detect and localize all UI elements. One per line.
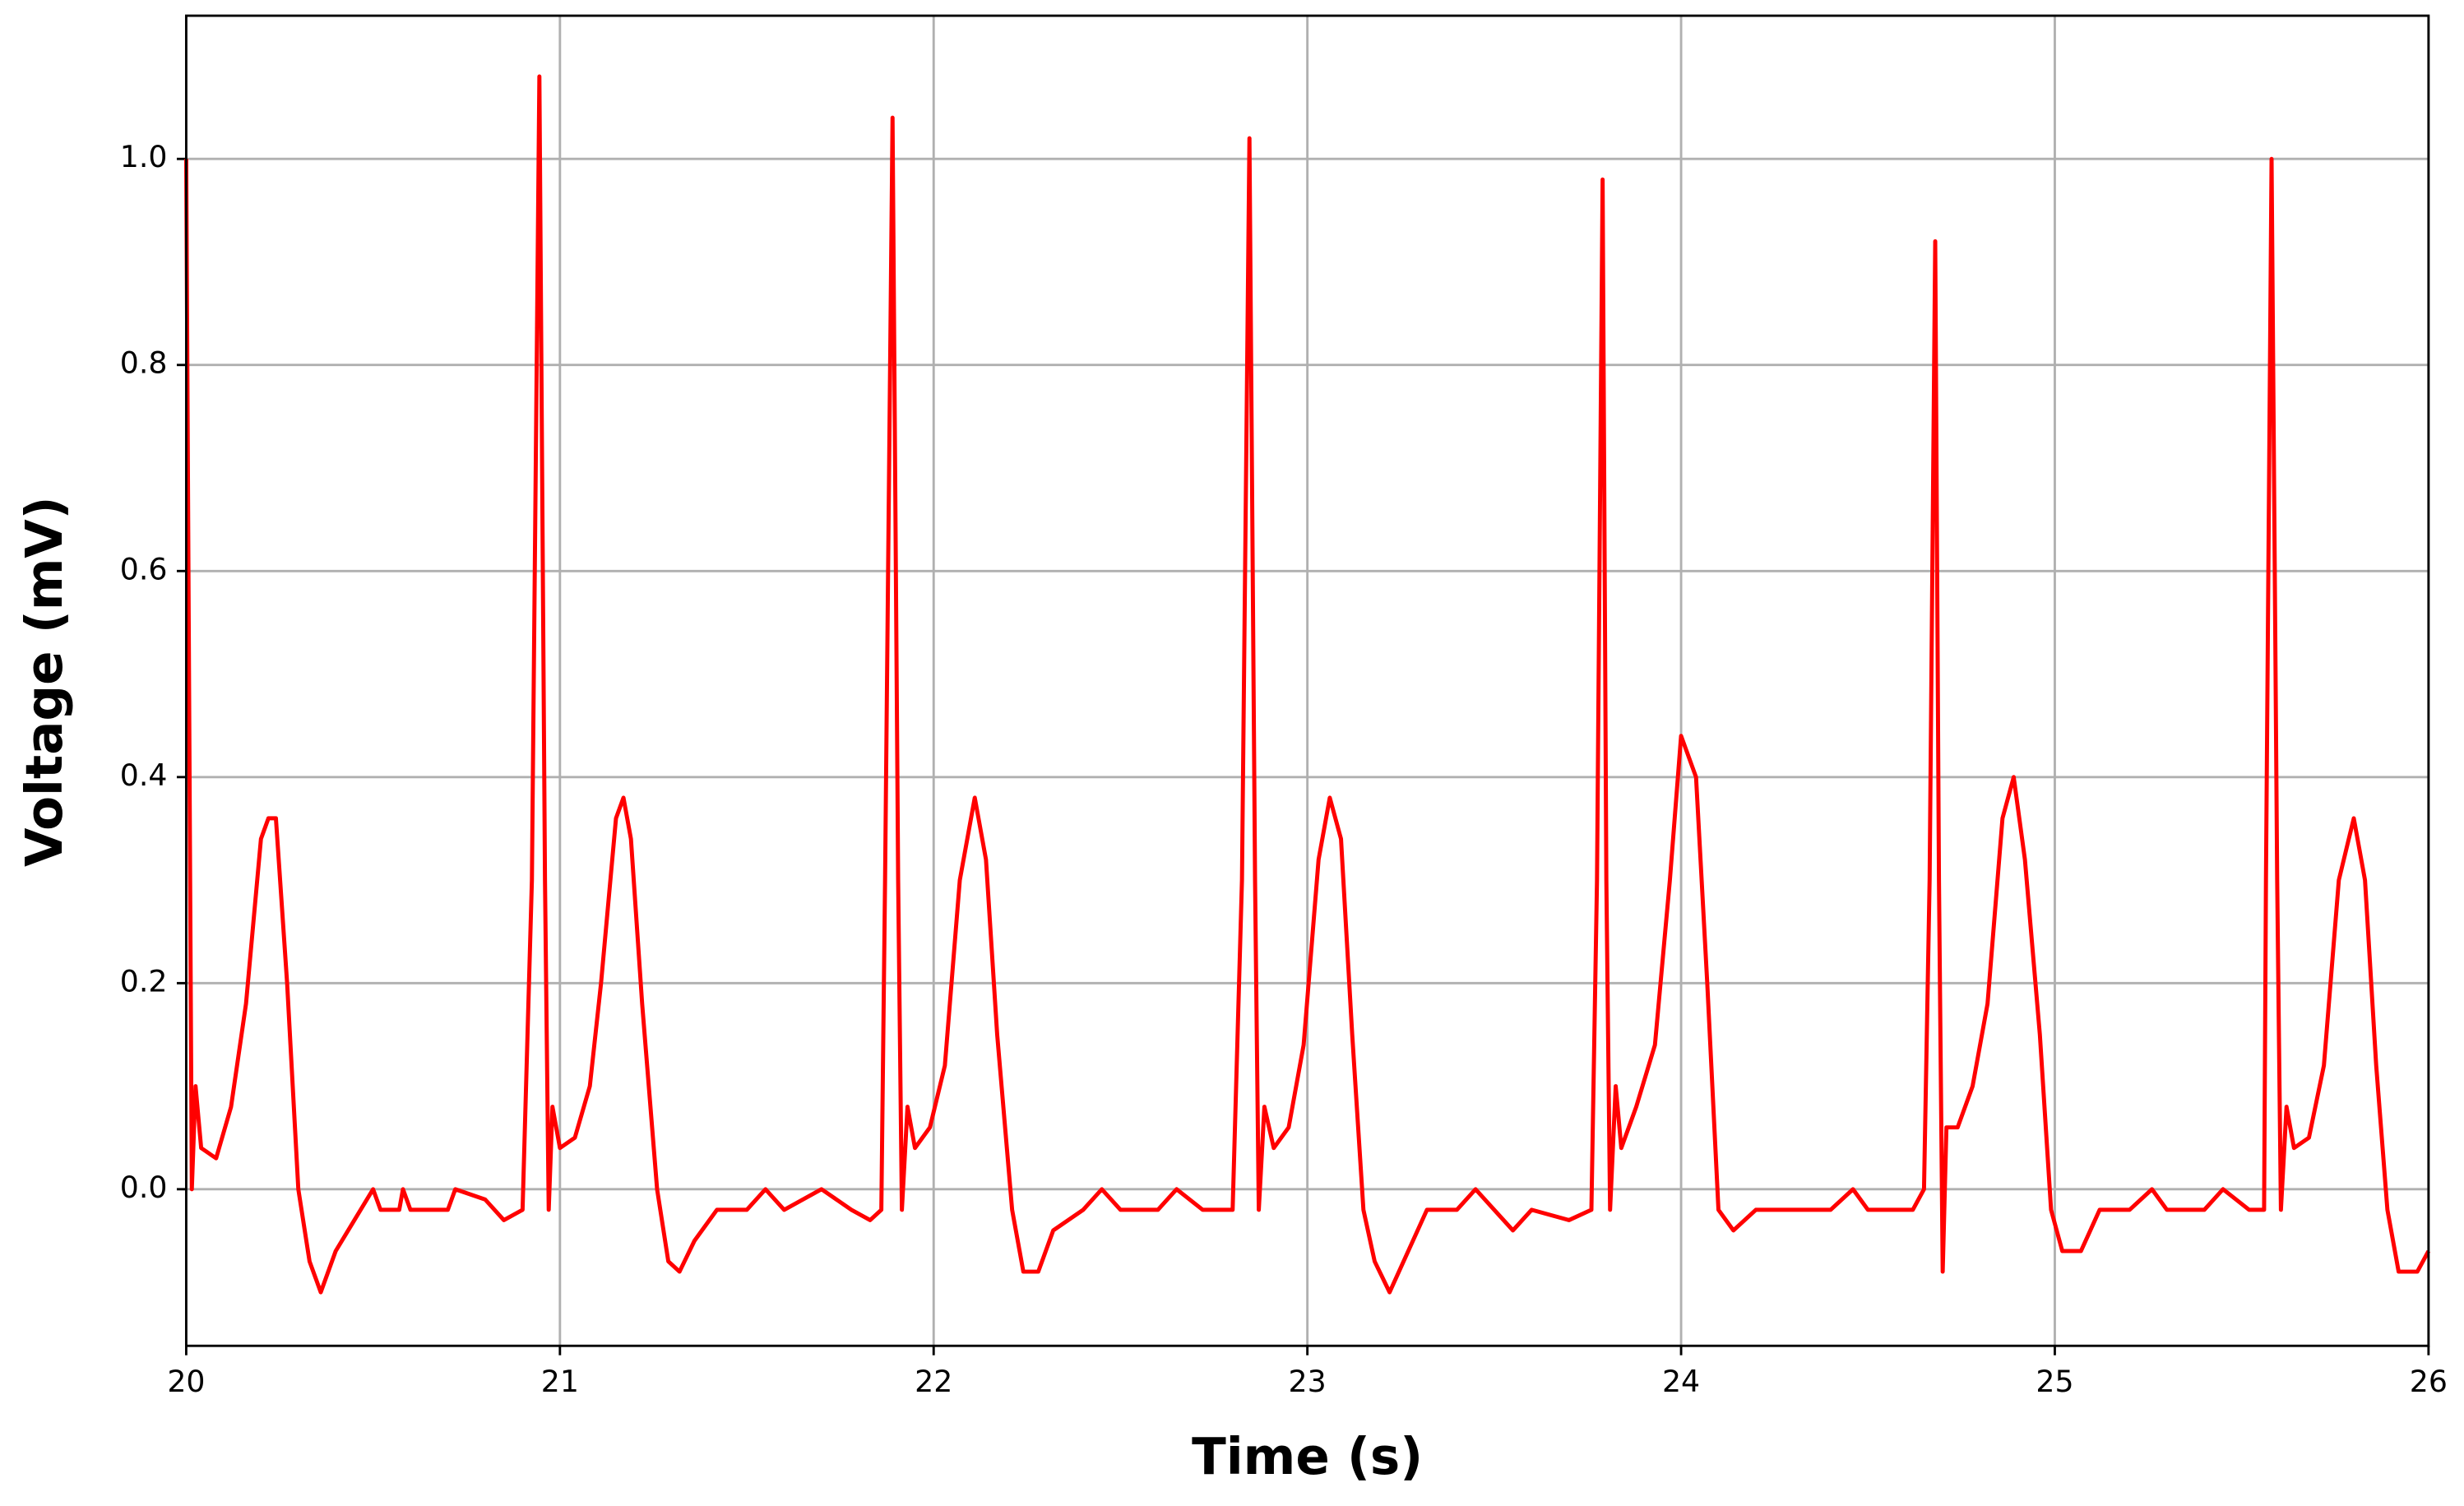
y-axis-label: Voltage (mV) bbox=[16, 496, 74, 866]
y-tick-label: 0.2 bbox=[120, 963, 168, 999]
x-tick-label: 20 bbox=[167, 1364, 205, 1399]
x-tick-label: 24 bbox=[1662, 1364, 1700, 1399]
x-tick-label: 26 bbox=[2410, 1364, 2448, 1399]
y-tick-label: 0.4 bbox=[120, 758, 168, 793]
y-tick-label: 0.6 bbox=[120, 551, 168, 586]
plot-frame bbox=[184, 14, 2430, 1347]
y-tick-label: 1.0 bbox=[120, 139, 168, 174]
x-tick-label: 22 bbox=[915, 1364, 952, 1399]
x-axis-label: Time (s) bbox=[1192, 1428, 1423, 1486]
y-tick-label: 0.8 bbox=[120, 345, 168, 381]
x-tick-label: 23 bbox=[1289, 1364, 1327, 1399]
x-tick-label: 21 bbox=[541, 1364, 579, 1399]
y-tick-label: 0.0 bbox=[120, 1170, 168, 1205]
x-tick-label: 25 bbox=[2036, 1364, 2073, 1399]
ecg-line bbox=[183, 74, 2431, 1295]
